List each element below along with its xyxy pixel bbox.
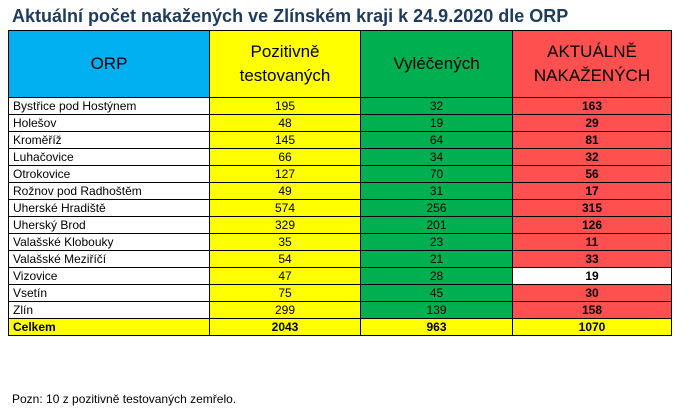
covid-table: ORP Pozitivně testovaných Vyléčených AKT…: [8, 30, 672, 336]
cell-orp: Luhačovice: [8, 148, 210, 166]
cell-positive: 66: [209, 148, 361, 166]
cell-recovered: 64: [360, 131, 513, 149]
cell-orp: Kroměříž: [8, 131, 210, 149]
cell-recovered: 32: [360, 97, 513, 115]
cell-orp: Zlín: [8, 301, 210, 319]
total-row: Celkem 2043 963 1070: [8, 318, 672, 336]
cell-recovered: 201: [360, 216, 513, 234]
total-active: 1070: [512, 318, 672, 336]
cell-active: 158: [512, 301, 672, 319]
table-row: Kroměříž 145 64 81: [8, 131, 672, 149]
header-orp: ORP: [8, 30, 210, 98]
total-recovered: 963: [360, 318, 513, 336]
cell-orp: Vsetín: [8, 284, 210, 302]
cell-positive: 127: [209, 165, 361, 183]
table-row: Valašské Meziříčí 54 21 33: [8, 250, 672, 268]
header-positive: Pozitivně testovaných: [209, 30, 361, 98]
cell-active: 11: [512, 233, 672, 251]
table-row: Zlín 299 139 158: [8, 301, 672, 319]
cell-orp: Otrokovice: [8, 165, 210, 183]
cell-positive: 47: [209, 267, 361, 285]
cell-orp: Valašské Meziříčí: [8, 250, 210, 268]
cell-recovered: 23: [360, 233, 513, 251]
cell-active: 163: [512, 97, 672, 115]
table-row: Rožnov pod Radhoštěm 49 31 17: [8, 182, 672, 200]
cell-active: 17: [512, 182, 672, 200]
cell-recovered: 70: [360, 165, 513, 183]
page-title: Aktuální počet nakažených ve Zlínském kr…: [12, 6, 569, 26]
cell-recovered: 34: [360, 148, 513, 166]
total-positive: 2043: [209, 318, 361, 336]
cell-positive: 48: [209, 114, 361, 132]
cell-recovered: 45: [360, 284, 513, 302]
table-row: Holešov 48 19 29: [8, 114, 672, 132]
table-row: Valašské Klobouky 35 23 11: [8, 233, 672, 251]
cell-positive: 49: [209, 182, 361, 200]
footnote: Pozn: 10 z pozitivně testovaných zemřelo…: [12, 392, 237, 406]
cell-active: 29: [512, 114, 672, 132]
table-row: Uherské Hradiště 574 256 315: [8, 199, 672, 217]
cell-positive: 145: [209, 131, 361, 149]
table-row: Otrokovice 127 70 56: [8, 165, 672, 183]
cell-orp: Holešov: [8, 114, 210, 132]
cell-positive: 574: [209, 199, 361, 217]
cell-positive: 329: [209, 216, 361, 234]
cell-recovered: 21: [360, 250, 513, 268]
table-row: Uherský Brod 329 201 126: [8, 216, 672, 234]
total-orp: Celkem: [8, 318, 210, 336]
cell-orp: Uherské Hradiště: [8, 199, 210, 217]
cell-active: 30: [512, 284, 672, 302]
cell-positive: 195: [209, 97, 361, 115]
cell-active: 32: [512, 148, 672, 166]
cell-active: 56: [512, 165, 672, 183]
cell-orp: Uherský Brod: [8, 216, 210, 234]
cell-recovered: 139: [360, 301, 513, 319]
cell-positive: 54: [209, 250, 361, 268]
header-recovered: Vyléčených: [360, 30, 513, 98]
cell-orp: Bystřice pod Hostýnem: [8, 97, 210, 115]
cell-active: 33: [512, 250, 672, 268]
cell-orp: Vizovice: [8, 267, 210, 285]
cell-active: 19: [512, 267, 672, 285]
cell-positive: 299: [209, 301, 361, 319]
header-active: AKTUÁLNĚ NAKAŽENÝCH: [512, 30, 672, 98]
cell-orp: Valašské Klobouky: [8, 233, 210, 251]
cell-active: 126: [512, 216, 672, 234]
header-row: ORP Pozitivně testovaných Vyléčených AKT…: [8, 30, 672, 98]
cell-active: 81: [512, 131, 672, 149]
cell-active: 315: [512, 199, 672, 217]
cell-orp: Rožnov pod Radhoštěm: [8, 182, 210, 200]
table-row: Bystřice pod Hostýnem 195 32 163: [8, 97, 672, 115]
cell-positive: 35: [209, 233, 361, 251]
table-row: Vsetín 75 45 30: [8, 284, 672, 302]
cell-recovered: 256: [360, 199, 513, 217]
table-row: Vizovice 47 28 19: [8, 267, 672, 285]
table-row: Luhačovice 66 34 32: [8, 148, 672, 166]
cell-recovered: 31: [360, 182, 513, 200]
cell-recovered: 19: [360, 114, 513, 132]
cell-recovered: 28: [360, 267, 513, 285]
cell-positive: 75: [209, 284, 361, 302]
